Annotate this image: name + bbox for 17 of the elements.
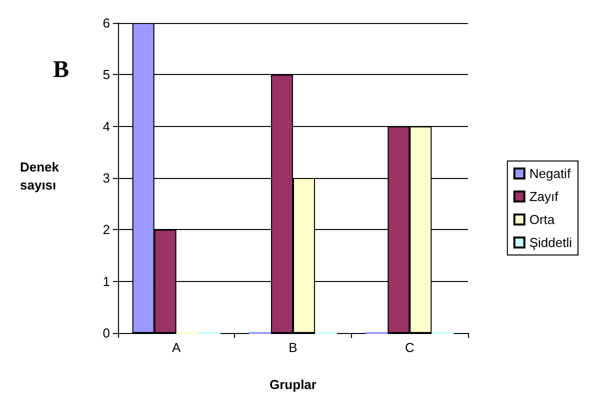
y-tick-label: 6 [102, 16, 110, 30]
x-tick-label: C [404, 340, 414, 355]
y-tick-label: 4 [102, 118, 110, 134]
y-tick-label: 2 [102, 222, 110, 238]
legend-label: Orta [529, 212, 556, 227]
y-tick-label: 3 [102, 170, 110, 186]
y-tick-label: 5 [102, 67, 110, 82]
text: B [53, 57, 70, 83]
x-tick-label: A [172, 340, 181, 355]
legend-label: Negatif [529, 166, 571, 181]
y-tick-label: 1 [102, 274, 110, 289]
y-tick-label: 0 [102, 326, 110, 340]
x-tick-label: B [288, 340, 298, 355]
legend-label: Zayıf [529, 189, 559, 204]
x-axis-title: Gruplar [270, 377, 316, 392]
legend-label: Şiddetli [529, 235, 572, 250]
y-axis-title: Denek sayısı [20, 160, 63, 192]
